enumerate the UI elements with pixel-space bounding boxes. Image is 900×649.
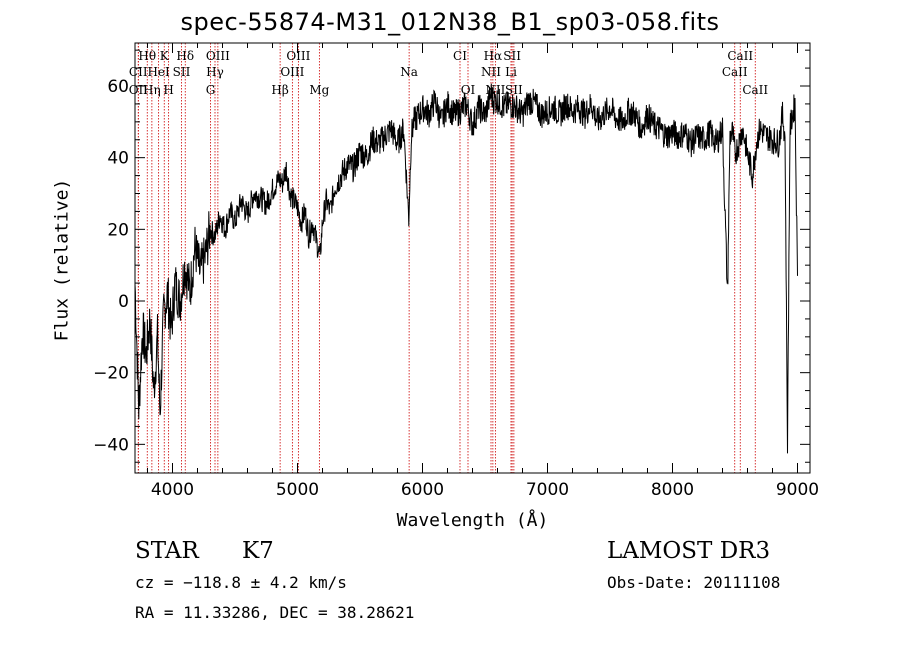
object-class: STAR bbox=[135, 538, 199, 564]
plot-frame bbox=[134, 42, 811, 474]
line-marker-label-15: NII bbox=[481, 65, 501, 79]
spectrum-series-line bbox=[134, 83, 798, 454]
line-marker-label-24: OI bbox=[461, 83, 476, 97]
axes-group: 4000 5000 6000 7000 8000 9000 −40 −20 0 20 40 60 bbox=[93, 43, 819, 500]
line-marker-label-8: CaII bbox=[727, 49, 753, 63]
x-tick-label: 4000 bbox=[151, 480, 194, 500]
line-marker-label-1: K bbox=[160, 49, 170, 63]
line-marker-label-7: SII bbox=[503, 49, 521, 63]
chart-title: spec-55874-M31_012N38_B1_sp03-058.fits bbox=[180, 8, 720, 36]
x-tick-label: 8000 bbox=[651, 480, 694, 500]
line-marker-label-20: H bbox=[163, 83, 173, 97]
line-marker-label-11: SII bbox=[173, 65, 191, 79]
x-tick-label: 5000 bbox=[276, 480, 319, 500]
line-marker-label-23: Mg bbox=[309, 83, 329, 97]
line-marker-label-12: Hγ bbox=[206, 65, 224, 79]
line-marker-label-27: CaII bbox=[742, 83, 768, 97]
line-marker-label-4: OIII bbox=[286, 49, 310, 63]
line-marker-label-0: Hθ bbox=[138, 49, 156, 63]
y-tick-label: 20 bbox=[107, 220, 129, 240]
y-tick-label: −40 bbox=[93, 435, 129, 455]
x-axis-label: Wavelength (Å) bbox=[396, 510, 549, 531]
line-marker-label-6: Hα bbox=[484, 49, 503, 63]
survey-name: LAMOST DR3 bbox=[607, 538, 771, 564]
line-marker-label-19: Hη bbox=[143, 83, 161, 97]
redshift-text: cz = −118.8 ± 4.2 km/s bbox=[135, 573, 347, 592]
line-marker-label-17: CaII bbox=[722, 65, 748, 79]
object-subclass: K7 bbox=[242, 538, 274, 564]
y-tick-label: 0 bbox=[118, 292, 129, 312]
line-marker-label-9: CII bbox=[129, 65, 148, 79]
x-tick-label: 7000 bbox=[526, 480, 569, 500]
line-marker-label-16: Li bbox=[505, 65, 517, 79]
line-marker-label-5: CI bbox=[453, 49, 467, 63]
obs-date-text: Obs-Date: 20111108 bbox=[607, 573, 781, 592]
coordinates-text: RA = 11.33286, DEC = 38.28621 bbox=[135, 603, 415, 622]
line-marker-label-25: NII bbox=[485, 83, 505, 97]
line-marker-label-13: OIII bbox=[280, 65, 304, 79]
y-tick-label: 60 bbox=[107, 77, 129, 97]
x-tick-label: 9000 bbox=[776, 480, 819, 500]
y-axis-label: Flux (relative) bbox=[51, 178, 73, 342]
line-marker-label-21: G bbox=[206, 83, 216, 97]
y-tick-label: 40 bbox=[107, 149, 129, 169]
line-marker-label-14: Na bbox=[400, 65, 418, 79]
line-marker-label-3: OIII bbox=[206, 49, 230, 63]
line-marker-label-10: HeI bbox=[147, 65, 170, 79]
y-tick-label: −20 bbox=[93, 364, 129, 384]
line-marker-label-2: Hδ bbox=[176, 49, 194, 63]
line-marker-label-22: Hβ bbox=[271, 83, 288, 97]
x-tick-label: 6000 bbox=[401, 480, 444, 500]
line-marker-label-26: SII bbox=[505, 83, 523, 97]
